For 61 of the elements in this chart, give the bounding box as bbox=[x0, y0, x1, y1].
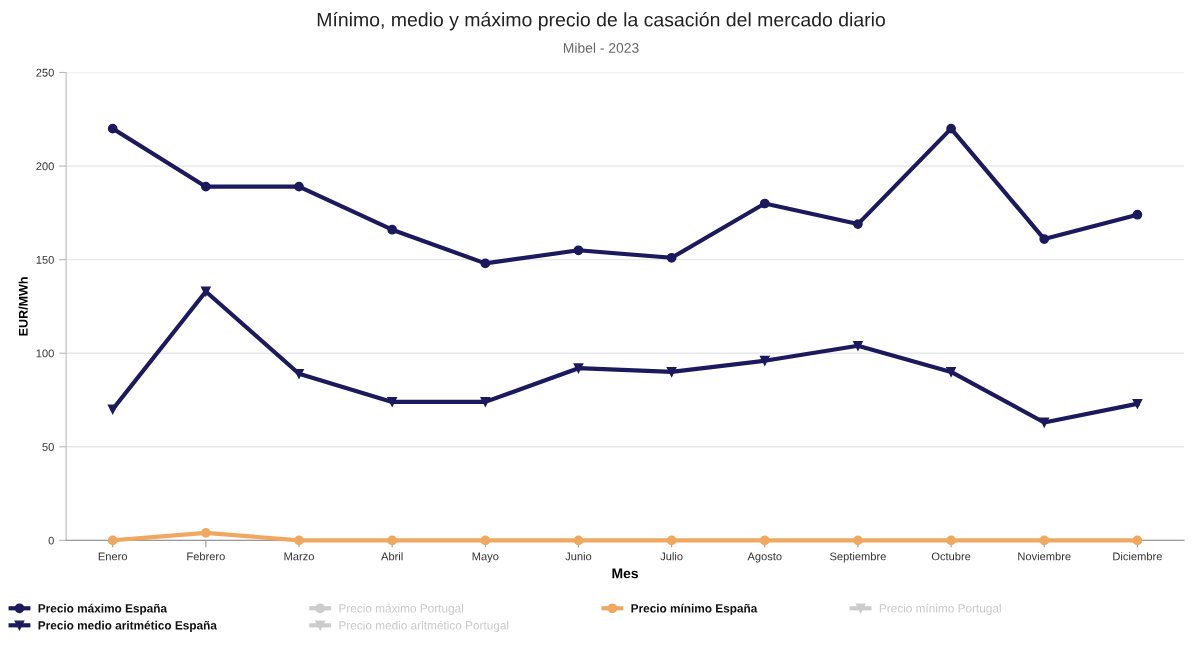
chart-subtitle: Mibel - 2023 bbox=[563, 42, 639, 53]
x-tick-label: Febrero bbox=[187, 552, 225, 561]
x-tick-label: Junio bbox=[565, 552, 592, 561]
point bbox=[759, 535, 770, 546]
point bbox=[294, 181, 304, 192]
chart-title: Mínimo, medio y máximo precio de la casación del mercado diario bbox=[317, 12, 885, 31]
point bbox=[573, 245, 584, 256]
y-tick-label: 250 bbox=[36, 68, 54, 77]
legend-label: Precio mínimo España bbox=[631, 603, 758, 615]
point bbox=[1039, 417, 1050, 428]
point bbox=[200, 528, 211, 538]
point bbox=[1039, 535, 1050, 546]
point bbox=[853, 340, 863, 351]
point bbox=[666, 367, 677, 377]
point bbox=[387, 535, 398, 546]
y-tick-label: 150 bbox=[36, 255, 54, 264]
point bbox=[294, 368, 304, 379]
point bbox=[573, 535, 584, 546]
y-tick-label: 0 bbox=[48, 536, 54, 545]
point bbox=[853, 219, 863, 229]
x-tick-label: Octubre bbox=[931, 552, 971, 561]
point bbox=[946, 535, 956, 546]
point bbox=[853, 535, 863, 546]
point bbox=[387, 397, 398, 407]
point bbox=[666, 252, 677, 263]
y-tick-label: 50 bbox=[42, 443, 54, 451]
point bbox=[573, 363, 584, 374]
point bbox=[1132, 535, 1143, 546]
point bbox=[480, 397, 491, 407]
point bbox=[107, 404, 118, 415]
point bbox=[387, 224, 398, 235]
x-tick-label: Abril bbox=[381, 552, 403, 561]
point bbox=[946, 367, 956, 377]
point bbox=[200, 181, 211, 192]
x-tick-label: Diciembre bbox=[1113, 552, 1162, 561]
point bbox=[666, 535, 677, 546]
x-tick-label: Mayo bbox=[472, 552, 499, 563]
point bbox=[294, 535, 304, 546]
x-axis-title: Mes bbox=[612, 568, 638, 579]
x-tick-label: Marzo bbox=[284, 552, 314, 561]
point bbox=[1132, 398, 1143, 409]
x-tick-label: Septiembre bbox=[830, 552, 886, 563]
y-tick-label: 100 bbox=[36, 349, 54, 358]
point bbox=[480, 258, 491, 269]
legend-label: Precio medio aritmético España bbox=[38, 620, 217, 632]
legend-label: Precio máximo España bbox=[38, 603, 168, 615]
point bbox=[107, 123, 118, 134]
x-tick-label: Enero bbox=[98, 552, 128, 561]
y-axis-title: EUR/MWh bbox=[18, 277, 28, 336]
point bbox=[107, 535, 118, 546]
y-tick-label: 200 bbox=[36, 162, 54, 171]
point bbox=[946, 123, 956, 134]
x-tick-label: Julio bbox=[660, 552, 683, 561]
point bbox=[759, 355, 770, 366]
point bbox=[480, 535, 491, 546]
x-tick-label: Noviembre bbox=[1018, 552, 1071, 561]
point bbox=[200, 286, 211, 297]
point bbox=[1132, 209, 1143, 220]
x-tick-label: Agosto bbox=[747, 552, 782, 563]
point bbox=[759, 198, 770, 209]
point bbox=[1039, 234, 1050, 244]
